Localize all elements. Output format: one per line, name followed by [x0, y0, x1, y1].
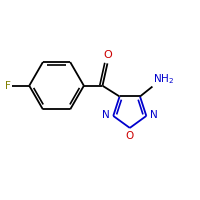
Text: O: O [104, 50, 112, 60]
Text: N: N [102, 110, 110, 120]
Text: F: F [5, 81, 10, 91]
Text: N: N [150, 110, 158, 120]
Text: NH$_2$: NH$_2$ [153, 72, 174, 86]
Text: O: O [126, 131, 134, 141]
